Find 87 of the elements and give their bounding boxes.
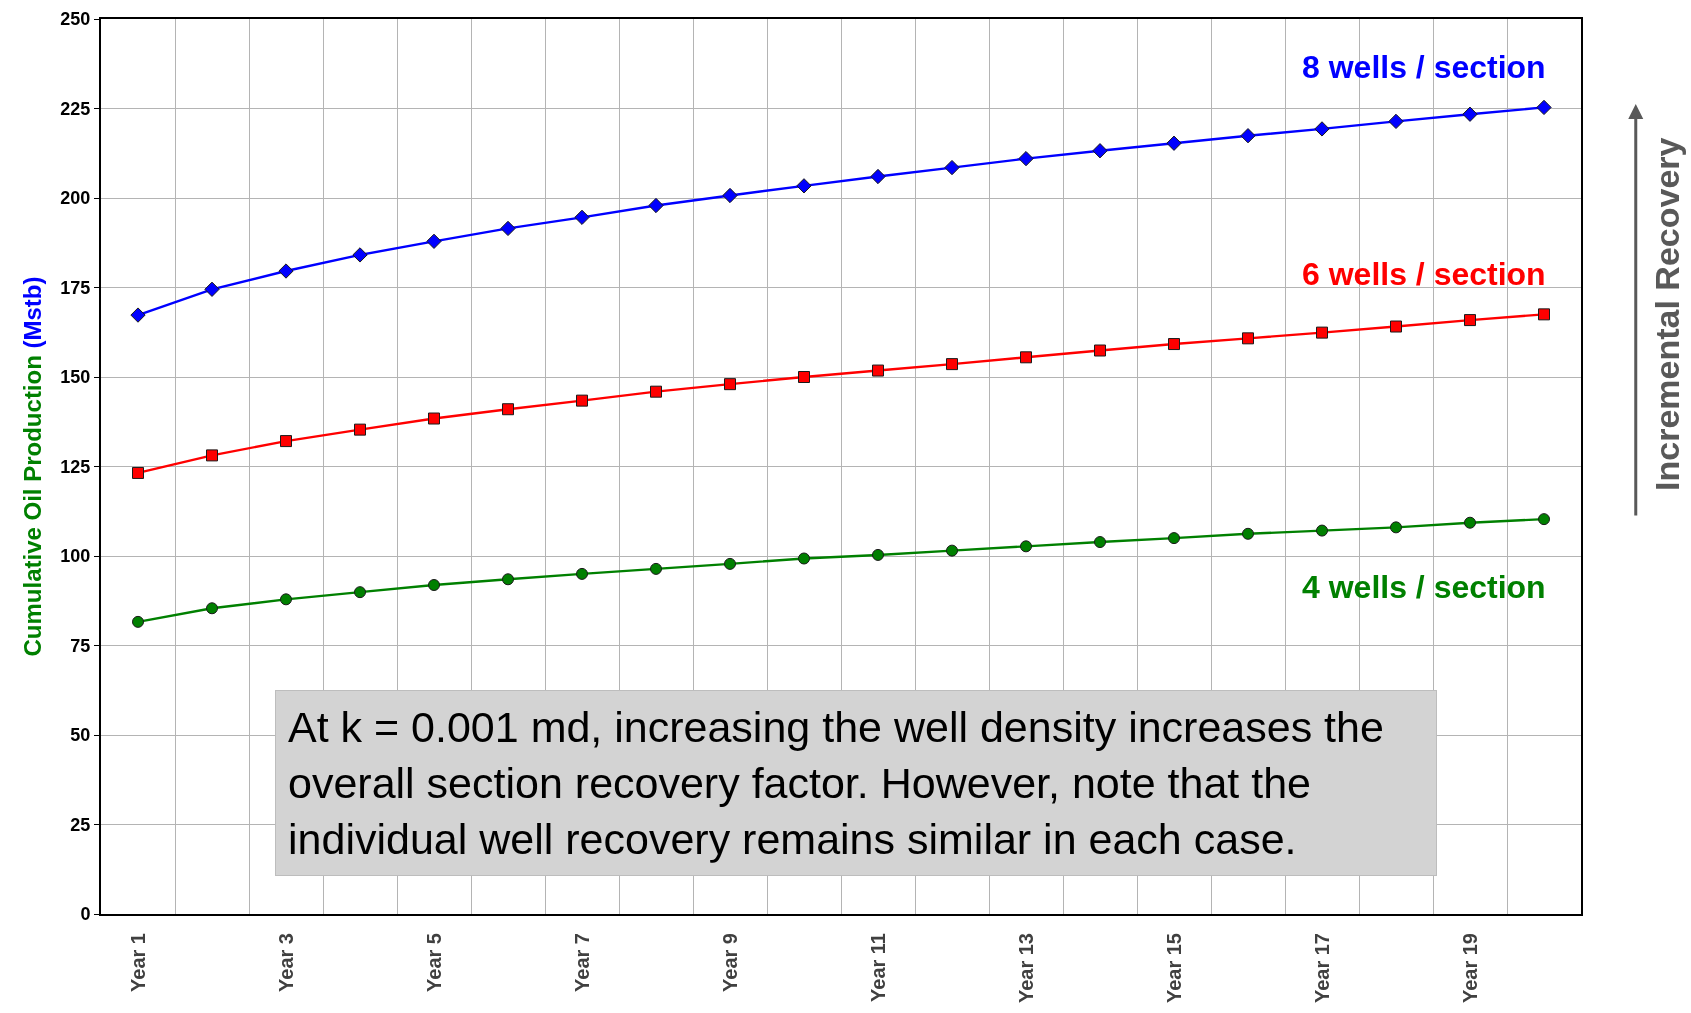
point: [352, 247, 368, 263]
point: [946, 544, 958, 557]
x-tick-label: Year 19: [1458, 933, 1481, 1004]
point: [648, 197, 664, 214]
point: [1020, 540, 1032, 553]
point: [280, 435, 292, 448]
x-tick-label: Year 11: [866, 933, 889, 1002]
y-tick-label: 125: [60, 456, 91, 477]
point: [280, 593, 292, 606]
point: [576, 394, 588, 407]
point: [870, 168, 886, 185]
point: [1314, 121, 1330, 137]
point: [1316, 326, 1328, 339]
point: [650, 385, 662, 398]
point: [1168, 532, 1180, 545]
point: [1538, 308, 1550, 321]
point: [354, 586, 366, 599]
y-tick-label: 250: [60, 9, 91, 30]
point: [722, 187, 738, 204]
point: [798, 371, 810, 383]
y-tick-label: 50: [70, 725, 91, 746]
point: [206, 449, 218, 462]
point: [944, 159, 960, 176]
point: [1464, 314, 1476, 327]
point: [946, 358, 958, 371]
series-label: 4 wells / section: [1302, 569, 1546, 605]
point: [1390, 320, 1402, 333]
point: [1538, 513, 1550, 526]
point: [502, 573, 514, 586]
point: [1092, 143, 1108, 159]
point: [204, 281, 220, 297]
point: [798, 552, 810, 565]
point: [1166, 135, 1182, 151]
x-tick-label: Year 5: [422, 933, 445, 992]
x-tick-label: Year 17: [1310, 933, 1333, 1004]
y-tick-label: 175: [60, 277, 91, 298]
y-tick-label: 200: [60, 188, 91, 209]
series-label: 6 wells / section: [1302, 256, 1546, 292]
point: [278, 263, 294, 279]
point: [724, 557, 736, 570]
point: [1242, 527, 1254, 540]
x-tick-label: Year 3: [274, 933, 297, 992]
point: [130, 307, 146, 323]
point: [872, 364, 884, 377]
y-tick-label: 0: [80, 904, 91, 925]
point: [428, 412, 440, 425]
x-tick-label: Year 1: [126, 933, 149, 992]
point: [1316, 524, 1328, 537]
text: Incremental Recovery: [1648, 137, 1687, 491]
point: [1462, 106, 1478, 122]
y-tick-label: 100: [60, 546, 91, 567]
y-axis-title: Cumulative Oil Production (Mstb): [18, 276, 46, 657]
point: [1388, 113, 1404, 130]
x-tick-label: Year 15: [1162, 933, 1185, 1004]
point: [1094, 536, 1106, 549]
point: [796, 178, 812, 194]
point: [574, 209, 590, 225]
point: [426, 233, 442, 249]
point: [428, 579, 440, 591]
point: [132, 466, 144, 479]
x-tick-label: Year 13: [1014, 933, 1037, 1004]
point: [132, 615, 144, 628]
x-tick-label: Year 9: [718, 933, 741, 992]
point: [502, 403, 514, 416]
point: [354, 423, 366, 436]
point: [500, 220, 516, 237]
annotation: At k = 0.001 md, increasing the well density increases the overall section recovery factor. However, note that the individual well recovery remains similar in each case.: [288, 703, 1384, 863]
point: [206, 602, 218, 615]
point: [1390, 521, 1402, 534]
point: [1018, 150, 1034, 167]
series-label: 8 wells / section: [1302, 49, 1546, 85]
point: [576, 567, 588, 580]
y-tick-label: 75: [70, 635, 91, 656]
point: [724, 378, 736, 391]
x-tick-label: Year 7: [570, 933, 593, 992]
point: [1094, 344, 1106, 357]
point: [872, 548, 884, 561]
point: [1464, 516, 1476, 529]
y-tick-label: 150: [60, 367, 91, 388]
point: [1536, 99, 1552, 116]
point: [650, 562, 662, 575]
y-tick-label: 225: [60, 98, 91, 119]
y-tick-label: 25: [70, 814, 91, 835]
point: [1242, 332, 1254, 345]
point: [1168, 338, 1180, 351]
point: [1240, 128, 1256, 144]
point: [1020, 351, 1032, 364]
